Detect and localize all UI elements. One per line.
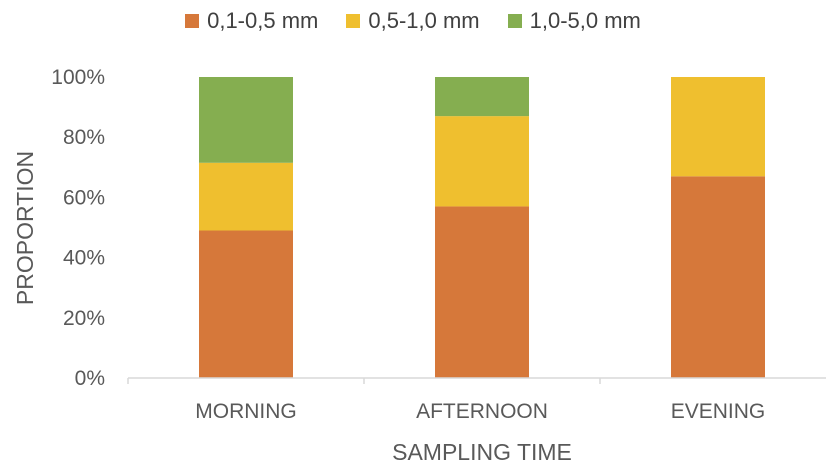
legend-swatch-orange	[185, 14, 200, 28]
legend-swatch-green	[507, 14, 522, 28]
x-axis-title: SAMPLING TIME	[392, 439, 572, 463]
x-tick-label: EVENING	[671, 400, 766, 423]
legend: 0,1-0,5 mm 0,5-1,0 mm 1,0-5,0 mm	[0, 8, 826, 34]
x-tick-label: MORNING	[195, 400, 297, 423]
legend-item-0-5-1-0mm: 0,5-1,0 mm	[346, 8, 480, 34]
axes-group: MORNING AFTERNOON EVENING 0% 20% 40% 60% 80% 100…	[51, 66, 826, 423]
legend-label: 1,0-5,0 mm	[529, 8, 641, 33]
y-tick-label: 20%	[63, 307, 105, 330]
bar-segment-evening-series-0	[671, 176, 765, 378]
y-tick-label: 40%	[63, 247, 105, 270]
y-tick-label: 0%	[75, 367, 105, 390]
y-tick-label: 60%	[63, 186, 105, 209]
x-tick-label: AFTERNOON	[416, 400, 548, 423]
bars-group	[199, 77, 765, 378]
legend-swatch-yellow	[346, 14, 361, 28]
bar-segment-morning-series-1	[199, 162, 293, 231]
legend-item-1-0-5-0mm: 1,0-5,0 mm	[507, 8, 641, 34]
legend-label: 0,5-1,0 mm	[368, 8, 480, 33]
legend-label: 0,1-0,5 mm	[207, 8, 319, 33]
bar-segment-afternoon-series-0	[435, 206, 529, 378]
legend-item-0-1-0-5mm: 0,1-0,5 mm	[185, 8, 318, 34]
y-tick-label: 80%	[63, 126, 105, 149]
y-tick-label: 100%	[51, 66, 105, 89]
y-axis-title: PROPORTION	[12, 151, 38, 305]
bar-segment-morning-series-2	[199, 77, 293, 163]
bar-segment-afternoon-series-2	[435, 77, 529, 117]
bar-segment-morning-series-0	[199, 230, 293, 378]
bar-segment-afternoon-series-1	[435, 116, 529, 207]
bar-segment-evening-series-1	[671, 77, 765, 177]
